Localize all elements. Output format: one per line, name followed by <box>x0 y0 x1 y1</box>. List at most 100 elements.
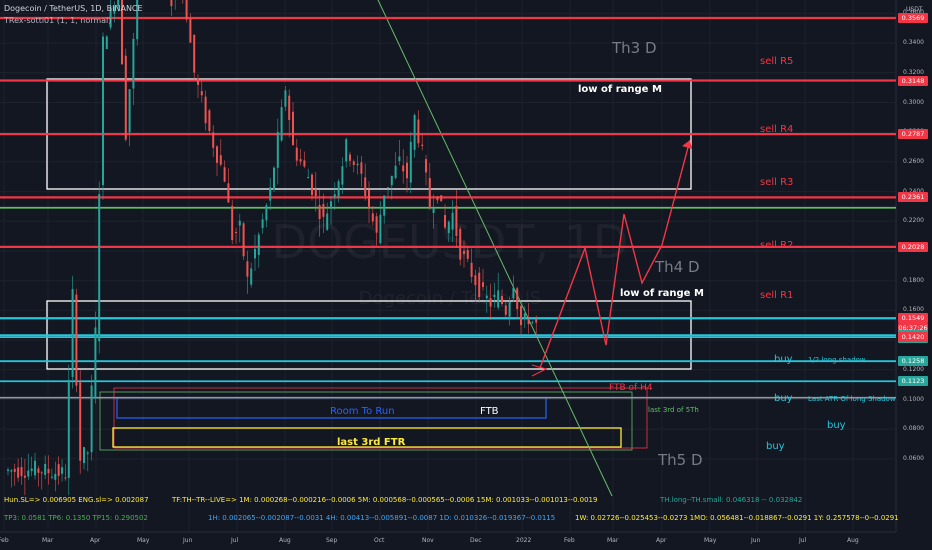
ftb-outer-box <box>99 391 633 451</box>
symbol-title: Dogecoin / TetherUS, 1D, BINANCE <box>4 4 143 13</box>
price-tag: 0.3569 <box>898 13 928 23</box>
candle-body <box>170 0 173 7</box>
candle-body <box>113 6 116 14</box>
candle-body <box>276 132 279 168</box>
candle-body <box>512 287 515 299</box>
price-tag: 0.2361 <box>898 192 928 203</box>
room-to-run-label: Room To Run <box>330 406 395 417</box>
indicator-label[interactable]: TRex-sotti01 (1, 1, normal) <box>4 16 112 25</box>
candle-body <box>345 139 348 162</box>
info-row1-mid: TF:TH--TR--LIVE=> 1M: 0.000268--0.000216… <box>172 496 598 504</box>
x-tick-label: May <box>137 537 150 544</box>
x-tick-label: Apr <box>656 537 667 544</box>
x-tick-label: Feb <box>0 537 9 544</box>
candle-body <box>288 95 291 120</box>
candle-body <box>37 468 40 473</box>
y-tick-label: 0.2400 <box>903 187 924 195</box>
price-tag: 0.3148 <box>898 75 928 86</box>
price-tag: 0.1258 <box>898 356 928 367</box>
candle-body <box>436 196 439 201</box>
x-tick-label: Jul <box>231 537 239 544</box>
candle-body <box>223 167 226 182</box>
buy-label-2: buy <box>774 393 793 404</box>
candle-body <box>200 91 203 96</box>
candle-body <box>387 187 389 189</box>
x-tick-label: Nov <box>422 537 434 544</box>
price-tag: 0.2028 <box>898 241 928 252</box>
candle-body <box>485 295 488 299</box>
sell-r2-label: sell R2 <box>760 240 793 251</box>
small-marker-arrow <box>531 364 548 377</box>
sell-r4-label: sell R4 <box>760 124 793 135</box>
y-tick-label: 0.0800 <box>903 425 924 433</box>
candle-body <box>83 447 85 464</box>
candle-body <box>71 289 74 378</box>
candle-body <box>470 262 473 277</box>
x-tick-label: Aug <box>279 537 291 544</box>
candle-body <box>390 175 393 186</box>
candle-body <box>394 165 397 179</box>
candle-body <box>10 470 13 472</box>
candle-body <box>383 195 386 216</box>
candle-body <box>455 205 458 236</box>
price-tag: 06:37:26 <box>898 322 928 333</box>
candle-body <box>193 34 196 73</box>
candle-body <box>425 159 427 173</box>
candle-body <box>61 467 64 474</box>
y-tick-label: 0.2200 <box>903 217 924 225</box>
candle-body <box>337 181 340 197</box>
x-tick-label: Jul <box>799 537 807 544</box>
y-tick-label: 0.3600 <box>903 9 924 16</box>
candle-body <box>292 111 294 146</box>
candle-body <box>421 144 424 146</box>
candle-body <box>64 477 67 479</box>
candle-body <box>413 115 416 150</box>
candle-body <box>121 0 123 65</box>
y-tick-label: 0.1200 <box>903 365 924 373</box>
candle-body <box>311 174 313 196</box>
candle-body <box>132 38 135 89</box>
sell-r3-label: sell R3 <box>760 177 793 188</box>
y-tick-label: 0.1000 <box>903 395 924 403</box>
range-bottom-label: low of range M <box>620 288 704 299</box>
candle-body <box>497 290 500 308</box>
candle-body <box>482 282 484 287</box>
candle-body <box>501 296 503 305</box>
candle-body <box>94 327 97 399</box>
price-tag: 0.1549 <box>898 312 928 323</box>
candle-body <box>451 212 454 230</box>
candle-body <box>105 36 108 50</box>
candle-body <box>531 321 534 323</box>
candle-body <box>231 205 234 241</box>
last-3rd-ftr-label: last 3rd FTR <box>337 437 406 448</box>
candle-body <box>67 379 70 478</box>
candle-body <box>375 216 378 233</box>
candle-body <box>204 96 207 124</box>
trendline <box>377 0 613 497</box>
last-third-5th-label: last 3rd of 5Th <box>648 406 699 414</box>
th3-label: Th3 D <box>611 39 657 57</box>
y-tick-label: 0.1600 <box>903 306 924 314</box>
candle-body <box>508 301 511 317</box>
candle-body <box>447 221 450 234</box>
candle-body <box>417 119 420 144</box>
th5-label: Th5 D <box>657 451 703 469</box>
x-tick-label: Feb <box>564 537 575 544</box>
candle-body <box>402 165 405 172</box>
candle-body <box>269 187 272 201</box>
candle-body <box>212 132 215 148</box>
candle-body <box>44 463 47 475</box>
y-tick-label: 0.1800 <box>903 276 924 284</box>
watermark-symbol: DOGEUSDT, 1D <box>272 215 629 269</box>
candle-body <box>102 36 104 186</box>
candle-body <box>349 154 351 161</box>
candle-body <box>440 195 443 202</box>
ftb-h4-label: FTB of H4 <box>609 383 653 393</box>
candle-body <box>307 176 310 179</box>
range-top-label: low of range M <box>578 84 662 95</box>
candle-body <box>242 223 245 257</box>
candle-body <box>238 220 241 226</box>
candle-body <box>444 215 446 228</box>
